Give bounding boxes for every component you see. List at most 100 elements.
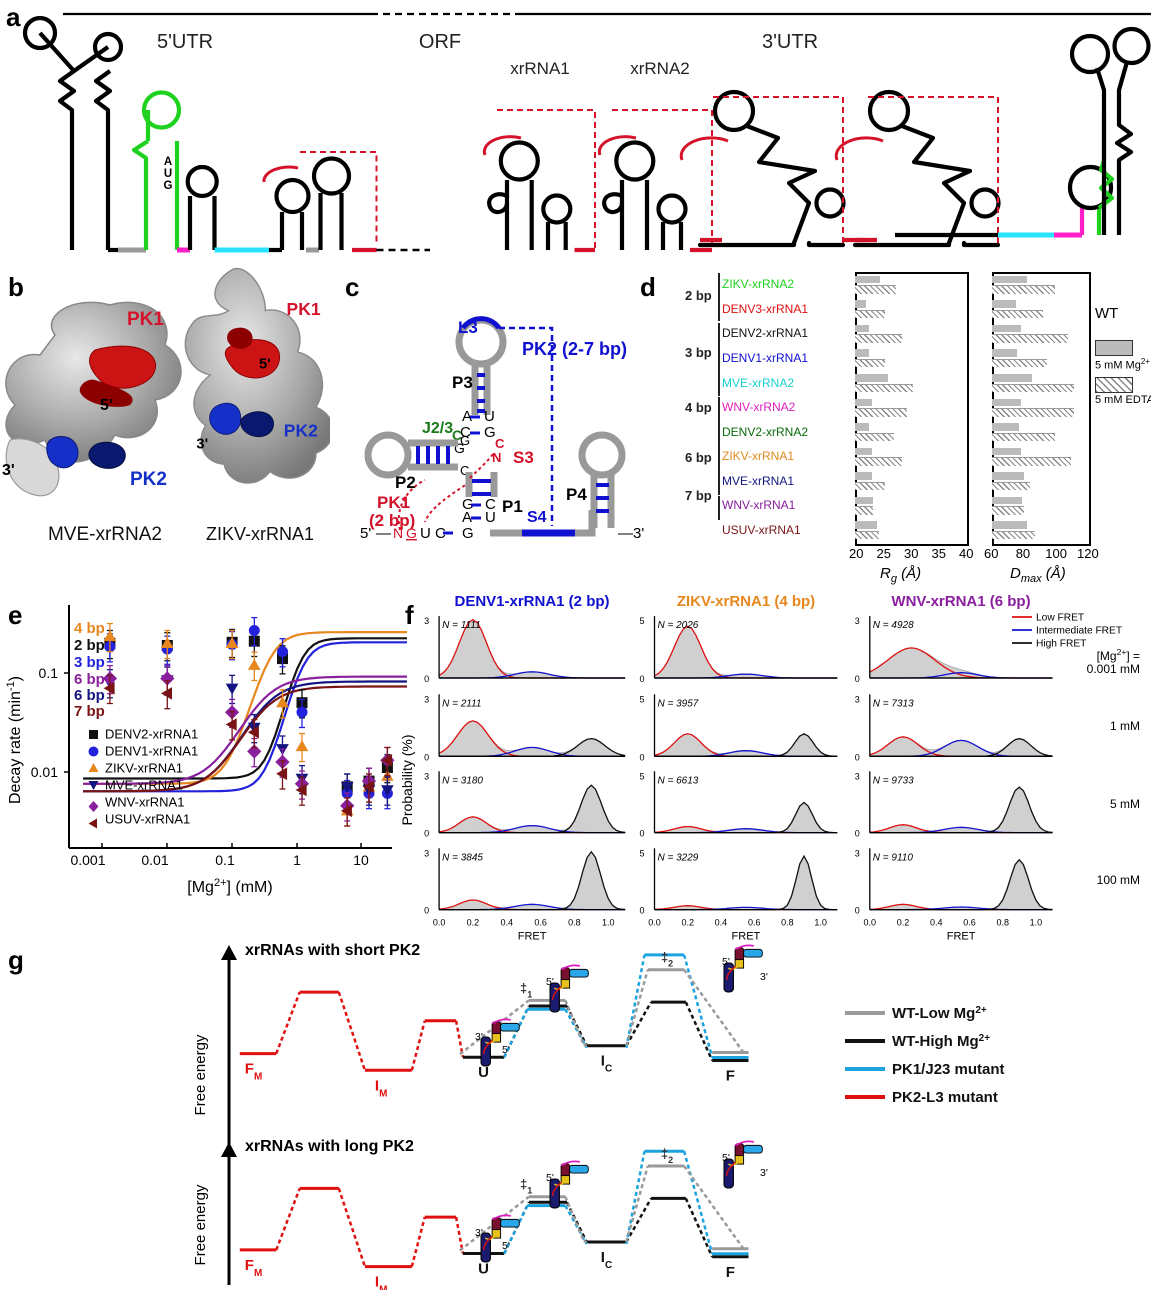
- svg-text:0.4: 0.4: [930, 918, 943, 928]
- svg-text:Probability (%): Probability (%): [399, 734, 415, 825]
- svg-text:0.1: 0.1: [39, 665, 59, 681]
- svg-text:PK2: PK2: [284, 421, 318, 441]
- svg-text:WT-High Mg2+: WT-High Mg2+: [892, 1033, 990, 1051]
- svg-text:5: 5: [639, 771, 644, 781]
- svg-text:USUV-xrRNA1: USUV-xrRNA1: [105, 812, 190, 827]
- svg-text:xrRNAs with short PK2: xrRNAs with short PK2: [245, 942, 420, 959]
- svg-text:‡2: ‡2: [661, 950, 673, 969]
- svg-text:3: 3: [855, 771, 860, 781]
- svg-text:IM: IM: [375, 1274, 388, 1290]
- svg-text:5': 5': [722, 956, 730, 968]
- svg-text:S3: S3: [513, 448, 534, 467]
- svg-text:‡1: ‡1: [520, 980, 532, 999]
- svg-text:0.1: 0.1: [215, 852, 235, 868]
- svg-text:F: F: [726, 1068, 735, 1085]
- svg-text:5: 5: [639, 848, 644, 858]
- svg-text:FRET: FRET: [518, 931, 547, 943]
- svg-text:S4: S4: [527, 509, 547, 526]
- svg-text:6 bp: 6 bp: [74, 671, 105, 688]
- svg-text:3: 3: [424, 694, 429, 704]
- svg-text:0: 0: [639, 752, 644, 762]
- svg-text:0: 0: [424, 752, 429, 762]
- svg-text:5: 5: [639, 616, 644, 626]
- svg-text:U: U: [485, 509, 496, 526]
- svg-text:3: 3: [424, 771, 429, 781]
- svg-text:3 bp: 3 bp: [74, 654, 105, 671]
- svg-text:1.0: 1.0: [814, 918, 827, 928]
- svg-text:0: 0: [855, 752, 860, 762]
- svg-text:0.2: 0.2: [467, 918, 480, 928]
- svg-text:IM: IM: [375, 1077, 388, 1099]
- svg-text:0.4: 0.4: [715, 918, 728, 928]
- svg-text:U: U: [478, 1261, 489, 1278]
- svg-text:10: 10: [353, 852, 369, 868]
- svg-text:4 bp: 4 bp: [74, 620, 105, 637]
- svg-text:U: U: [478, 1064, 489, 1081]
- svg-text:PK2 (2-7 bp): PK2 (2-7 bp): [522, 339, 627, 359]
- svg-text:WNV-xrRNA1 (6 bp): WNV-xrRNA1 (6 bp): [891, 593, 1030, 610]
- svg-text:A: A: [462, 509, 472, 526]
- svg-text:WNV-xrRNA1: WNV-xrRNA1: [105, 795, 184, 810]
- svg-text:3: 3: [855, 848, 860, 858]
- svg-text:5': 5': [360, 525, 371, 542]
- svg-text:5 mM: 5 mM: [1110, 797, 1140, 811]
- svg-text:1 mM: 1 mM: [1110, 719, 1140, 733]
- svg-text:P3: P3: [452, 373, 473, 392]
- svg-text:3: 3: [855, 694, 860, 704]
- svg-text:1: 1: [293, 852, 301, 868]
- svg-text:7 bp: 7 bp: [74, 703, 105, 720]
- svg-text:‡2: ‡2: [661, 1146, 673, 1165]
- svg-text:N = 2111: N = 2111: [442, 698, 481, 709]
- svg-text:Free energy: Free energy: [192, 1184, 209, 1265]
- svg-text:N = 9110: N = 9110: [873, 852, 914, 863]
- svg-text:1.0: 1.0: [602, 918, 615, 928]
- svg-text:0.0: 0.0: [864, 918, 877, 928]
- svg-text:100 mM: 100 mM: [1097, 873, 1140, 887]
- svg-text:N = 7313: N = 7313: [873, 698, 914, 709]
- svg-text:0: 0: [639, 829, 644, 839]
- svg-text:0.0: 0.0: [433, 918, 446, 928]
- svg-text:G: G: [406, 525, 417, 541]
- svg-text:0.4: 0.4: [500, 918, 513, 928]
- svg-text:MVE-xrRNA1: MVE-xrRNA1: [105, 778, 183, 793]
- svg-text:5': 5': [502, 1044, 510, 1056]
- svg-text:0: 0: [855, 829, 860, 839]
- svg-text:N = 2026: N = 2026: [658, 620, 699, 631]
- svg-text:P1: P1: [502, 497, 523, 516]
- svg-text:xrRNA1: xrRNA1: [510, 59, 570, 78]
- svg-text:U: U: [164, 168, 172, 180]
- svg-text:C: C: [495, 436, 505, 451]
- svg-text:3': 3': [196, 437, 208, 453]
- svg-text:MVE-xrRNA2: MVE-xrRNA2: [48, 524, 162, 545]
- svg-text:N = 3229: N = 3229: [658, 852, 699, 863]
- svg-text:WT-Low Mg2+: WT-Low Mg2+: [892, 1005, 987, 1023]
- svg-text:P2: P2: [395, 473, 416, 492]
- svg-text:F: F: [726, 1264, 735, 1281]
- svg-text:FM: FM: [245, 1257, 263, 1279]
- svg-text:0: 0: [424, 906, 429, 916]
- svg-text:0: 0: [855, 906, 860, 916]
- svg-text:5': 5': [546, 976, 554, 988]
- svg-text:0: 0: [424, 829, 429, 839]
- svg-text:ZIKV-xrRNA1: ZIKV-xrRNA1: [105, 761, 183, 776]
- svg-text:High FRET: High FRET: [1036, 638, 1086, 649]
- svg-text:ZIKV-xrRNA1 (4 bp): ZIKV-xrRNA1 (4 bp): [677, 593, 815, 610]
- svg-text:N = 4928: N = 4928: [873, 620, 914, 631]
- svg-text:0.8: 0.8: [781, 918, 794, 928]
- svg-text:1.0: 1.0: [1030, 918, 1043, 928]
- svg-text:N: N: [492, 450, 501, 465]
- svg-text:0.001: 0.001: [70, 852, 105, 868]
- svg-text:‡1: ‡1: [520, 1177, 532, 1196]
- svg-text:—: —: [376, 525, 391, 542]
- svg-text:3: 3: [424, 848, 429, 858]
- svg-text:3': 3': [760, 971, 768, 983]
- svg-text:PK1/J23 mutant: PK1/J23 mutant: [892, 1061, 1005, 1078]
- svg-text:0: 0: [424, 674, 429, 684]
- svg-text:3': 3': [2, 462, 15, 479]
- svg-text:N = 3957: N = 3957: [658, 698, 699, 709]
- svg-text:0.01: 0.01: [141, 852, 168, 868]
- svg-text:U: U: [420, 525, 431, 542]
- svg-text:J2/3: J2/3: [422, 420, 453, 437]
- svg-text:5': 5': [546, 1172, 554, 1184]
- svg-text:N = 6613: N = 6613: [658, 775, 699, 786]
